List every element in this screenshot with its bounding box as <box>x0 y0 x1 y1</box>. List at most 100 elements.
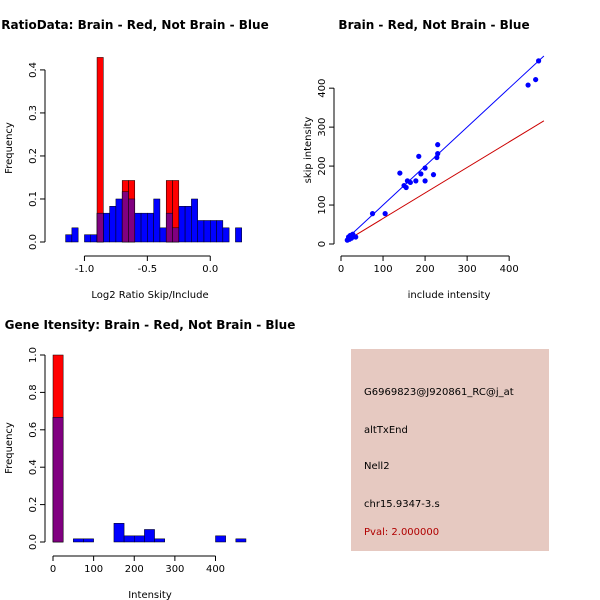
ratio-bar-not-brain <box>71 227 79 243</box>
gene-bar-overlap <box>52 417 64 543</box>
scatter-lines <box>344 55 545 242</box>
ratio-bar-not-brain <box>90 234 98 243</box>
gene-bar-not-brain <box>73 538 84 543</box>
scatter-fit-line <box>344 55 545 241</box>
scatter-y-tick-label: 300 <box>317 118 328 137</box>
ratio-bar-not-brain <box>115 198 123 243</box>
ratio-bar-not-brain <box>222 227 230 243</box>
ratio-y-tick-label: 0.4 <box>28 62 39 78</box>
gene-y-tick-label: 0.4 <box>28 459 39 475</box>
gene-y-label: Frequency <box>4 422 15 474</box>
gene-bar-not-brain <box>144 529 155 543</box>
gene-y-tick-label: 0.2 <box>28 497 39 513</box>
ratio-histogram: RatioData: Brain - Red, Not Brain - Blue… <box>1 18 268 301</box>
scatter-point <box>344 237 350 243</box>
scatter-point <box>353 234 359 240</box>
scatter-x-tick-label: 100 <box>373 264 392 275</box>
scatter-point <box>430 172 437 178</box>
scatter-point <box>418 171 424 177</box>
scatter-point <box>435 142 441 148</box>
scatter-y-tick-label: 0 <box>317 241 328 247</box>
scatter-point <box>369 211 376 217</box>
ratio-y-label: Frequency <box>4 122 15 174</box>
ratio-bar-not-brain <box>134 212 142 243</box>
ratio-bar-not-brain <box>184 206 192 243</box>
ratio-bar-not-brain <box>103 212 110 243</box>
scatter-y-tick-label: 200 <box>317 157 328 176</box>
event-type: altTxEnd <box>364 425 408 436</box>
scatter-x-tick-label: 200 <box>416 264 435 275</box>
gene-bar-not-brain <box>123 535 135 543</box>
scatter-axes: 0 100 200 300 400 0 100 200 300 400 <box>317 79 519 275</box>
ratio-bar-not-brain <box>153 198 161 243</box>
ratio-y-tick-label: 0.2 <box>28 148 39 164</box>
gene-y-tick-label: 0.8 <box>28 384 39 400</box>
ratio-bar-not-brain <box>84 234 91 243</box>
gene-x-label: Intensity <box>128 590 172 600</box>
ratio-bar-not-brain <box>159 227 167 243</box>
ratio-x-tick-label: -1.0 <box>75 264 95 275</box>
ratio-bar-overlap <box>172 227 180 243</box>
ratio-bar-not-brain <box>65 234 73 243</box>
ratio-y-tick-label: 0.0 <box>28 234 39 250</box>
ratio-x-tick-label: 0.0 <box>202 264 218 275</box>
scatter-point <box>403 184 409 191</box>
scatter-point <box>397 170 403 176</box>
scatter-reference-line <box>344 120 545 242</box>
scatter-x-tick-label: 400 <box>500 264 519 275</box>
scatter-point <box>434 154 440 161</box>
gene-bar-not-brain <box>235 538 247 543</box>
ratio-bars <box>65 57 242 243</box>
gene-axes: 0 100 200 300 400 0.0 0.2 0.4 0.6 0.8 1.0 <box>28 347 225 575</box>
ratio-bar-not-brain <box>191 198 198 243</box>
gene-histogram-title: Gene Itensity: Brain - Red, Not Brain - … <box>5 318 296 332</box>
gene-x-tick-label: 100 <box>84 564 103 575</box>
scatter-point <box>422 178 428 184</box>
ratio-histogram-title: RatioData: Brain - Red, Not Brain - Blue <box>1 18 268 32</box>
gene-y-tick-label: 0.6 <box>28 422 39 438</box>
gene-x-tick-label: 400 <box>206 564 225 575</box>
ratio-bar-not-brain <box>140 212 148 243</box>
probe-id: G6969823@J920861_RC@j_at <box>364 387 514 398</box>
ratio-y-tick-label: 0.3 <box>28 105 39 121</box>
ratio-bar-not-brain <box>197 220 205 243</box>
ratio-y-tick-label: 0.1 <box>28 191 39 207</box>
ratio-bar-overlap <box>128 198 136 243</box>
ratio-bar-not-brain <box>178 206 186 243</box>
ratio-bar-overlap <box>96 212 104 243</box>
ratio-axes: -1.0 -0.5 0.0 0.0 0.1 0.2 0.3 0.4 <box>28 62 218 275</box>
scatter-title: Brain - Red, Not Brain - Blue <box>338 18 529 32</box>
gene-intensity-histogram: Gene Itensity: Brain - Red, Not Brain - … <box>4 318 295 600</box>
scatter-y-label: skip intensity <box>303 117 314 184</box>
scatter-point <box>435 151 441 157</box>
scatter-point <box>413 178 419 184</box>
gene-y-tick-label: 1.0 <box>28 347 39 363</box>
ratio-bar-not-brain <box>210 220 217 243</box>
gene-bar-not-brain <box>83 538 94 543</box>
ratio-x-label: Log2 Ratio Skip/Include <box>91 290 208 301</box>
scatter-point <box>407 179 413 186</box>
scatter-y-tick-label: 400 <box>317 79 328 98</box>
ratio-bar-not-brain <box>203 220 211 243</box>
scatter-point <box>533 76 539 83</box>
gene-bars <box>52 354 247 543</box>
gene-x-tick-label: 0 <box>50 564 56 575</box>
ratio-bar-not-brain <box>216 220 224 243</box>
probe-info-panel: G6969823@J920861_RC@j_at altTxEnd Nell2 … <box>351 349 549 551</box>
scatter-point <box>525 82 531 88</box>
ratio-bar-overlap <box>121 191 129 243</box>
ratio-x-tick-label: -0.5 <box>138 264 158 275</box>
scatter-x-label: include intensity <box>408 290 491 301</box>
scatter-point <box>535 58 542 64</box>
gene-bar-not-brain <box>134 535 145 543</box>
gene-y-tick-label: 0.0 <box>28 534 39 550</box>
gene-bar-not-brain <box>113 523 125 543</box>
ratio-bar-not-brain <box>235 227 242 243</box>
ratio-bar-not-brain <box>147 212 154 243</box>
genomic-location: chr15.9347-3.s <box>364 499 440 510</box>
gene-x-tick-label: 200 <box>125 564 144 575</box>
gene-name: Nell2 <box>364 461 390 472</box>
gene-bar-not-brain <box>154 538 165 543</box>
scatter-x-tick-label: 300 <box>458 264 477 275</box>
